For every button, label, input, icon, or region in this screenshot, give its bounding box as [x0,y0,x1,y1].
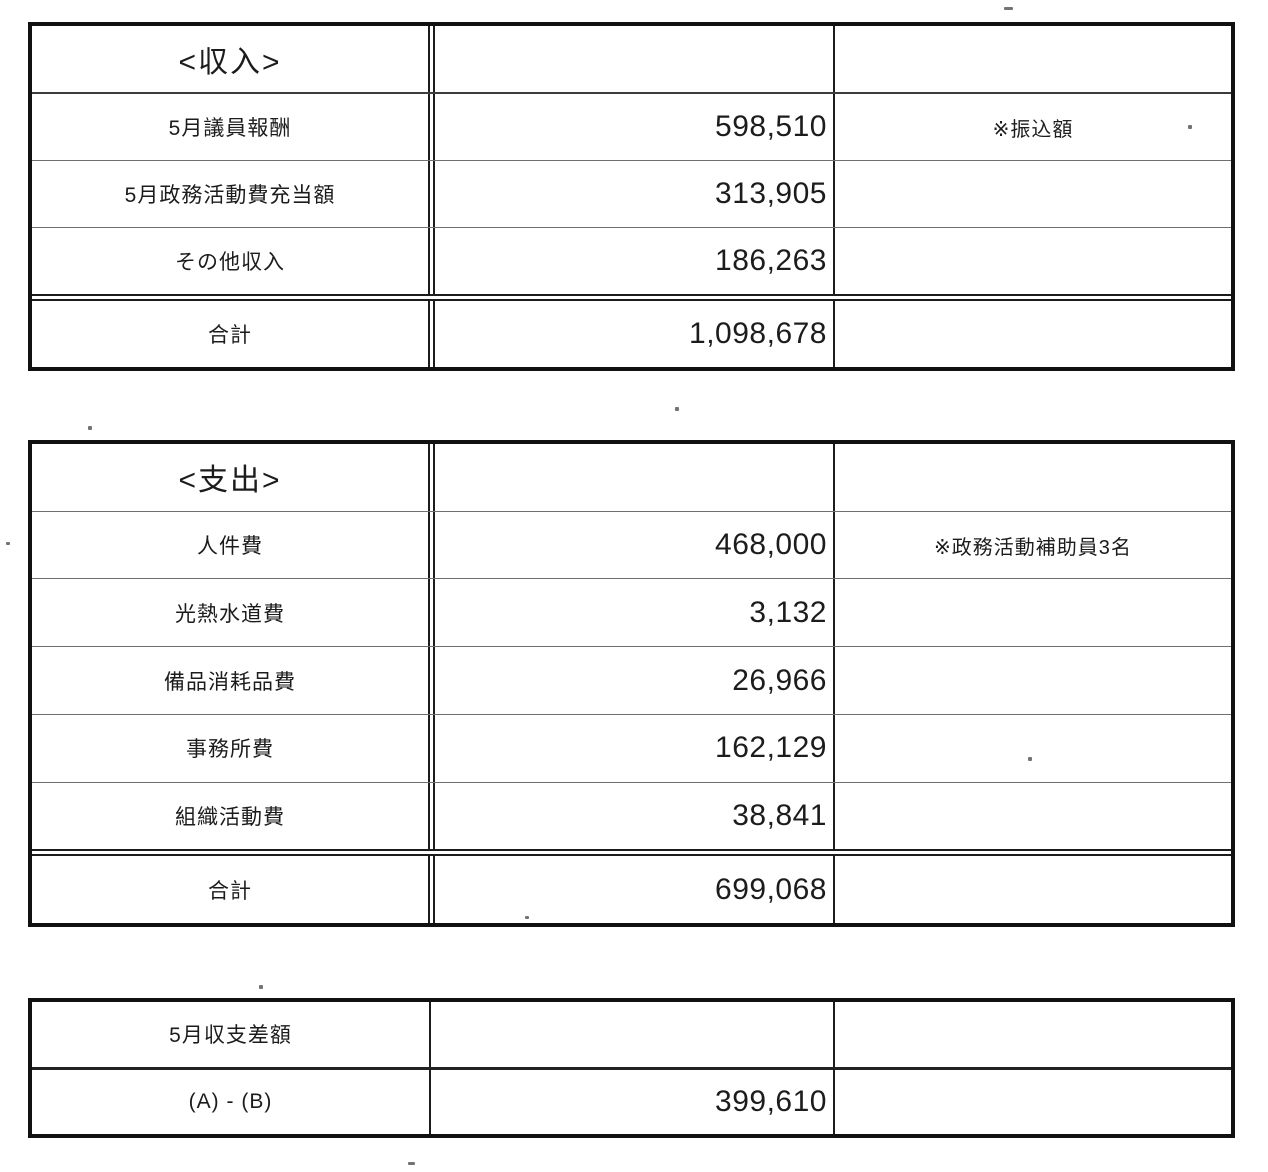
empty-cell [435,26,835,92]
scan-artifact [88,426,92,430]
empty-cell [435,444,835,511]
income-table-title: <収入> [178,46,282,79]
row-note-cell [835,647,1231,714]
row-amount-cell [431,1002,835,1067]
balance-table: 5月収支差額 (A) - (B) 399,610 [28,998,1235,1138]
row-note: ※振込額 [992,118,1074,141]
table-row: 光熱水道費 3,132 [32,578,1231,647]
row-label-cell: 5月収支差額 [32,1002,431,1067]
scan-artifact [1028,757,1032,761]
row-note-cell: ※振込額 [835,94,1231,160]
total-amount-cell: 1,098,678 [435,301,835,367]
row-amount-cell: 598,510 [435,94,835,160]
row-amount: 468,000 [715,528,827,562]
total-label-cell: 合計 [32,856,435,924]
row-label-cell: 5月議員報酬 [32,94,435,160]
income-total-row: 合計 1,098,678 [32,294,1231,367]
row-amount-cell: 162,129 [435,714,835,782]
row-amount: 186,263 [715,244,827,277]
expense-header-cell: <支出> [32,444,435,511]
row-label: その他収入 [175,251,285,274]
income-table: <収入> 5月議員報酬 598,510 ※振込額 5月政務活動費充当額 313,… [28,22,1235,371]
table-row: 5月議員報酬 598,510 ※振込額 [32,92,1231,160]
balance-title-row: 5月収支差額 [32,1002,1231,1067]
total-label: 合計 [208,879,252,903]
row-label: 5月議員報酬 [168,117,292,140]
table-row: その他収入 186,263 [32,227,1231,294]
row-label: 人件費 [197,535,263,559]
total-amount-cell: 699,068 [435,856,835,924]
row-label-cell: 光熱水道費 [32,579,435,647]
row-amount-cell: 3,132 [435,579,835,647]
row-label: 光熱水道費 [175,602,285,626]
row-amount: 38,841 [732,798,827,832]
row-amount: 162,129 [715,731,827,765]
table-row: 組織活動費 38,841 [32,781,1231,850]
row-note-cell [835,228,1231,294]
row-amount: 26,966 [732,663,827,697]
row-label-cell: 組織活動費 [32,782,435,850]
row-label: 備品消耗品費 [164,670,296,694]
expense-header-row: <支出> [32,444,1231,511]
row-label-cell: (A) - (B) [32,1069,431,1134]
row-note-cell [835,1070,1231,1135]
expense-table: <支出> 人件費 468,000 ※政務活動補助員3名 光熱水道費 3,132 [28,440,1235,927]
row-label: 5月政務活動費充当額 [124,184,336,207]
row-label-cell: その他収入 [32,228,435,294]
income-header-cell: <収入> [32,26,435,92]
balance-formula-label: (A) - (B) [188,1089,273,1113]
table-row: 人件費 468,000 ※政務活動補助員3名 [32,510,1231,579]
total-note-cell [835,301,1231,367]
income-header-row: <収入> [32,26,1231,92]
row-amount-cell: 26,966 [435,647,835,714]
expense-table-title: <支出> [178,464,282,498]
row-label-cell: 事務所費 [32,714,435,782]
scan-artifact [408,1162,415,1165]
table-row: 事務所費 162,129 [32,713,1231,782]
total-label: 合計 [208,324,252,347]
total-amount: 1,098,678 [689,317,827,350]
total-amount: 699,068 [715,872,827,906]
total-note-cell [835,856,1231,923]
empty-cell [835,26,1231,92]
balance-amount: 399,610 [715,1084,827,1118]
table-row: 5月政務活動費充当額 313,905 [32,160,1231,227]
row-amount: 313,905 [715,177,827,210]
total-label-cell: 合計 [32,301,435,367]
row-amount: 3,132 [749,595,827,629]
table-row: 備品消耗品費 26,966 [32,646,1231,714]
scan-artifact [259,985,263,989]
row-note: ※政務活動補助員3名 [934,536,1132,559]
row-label: 組織活動費 [175,805,285,829]
row-amount-cell: 468,000 [435,511,835,579]
empty-cell [835,444,1231,511]
row-note-cell [835,579,1231,646]
scan-artifact [1188,125,1192,129]
scan-artifact [675,407,679,411]
scan-artifact [1004,7,1013,10]
row-amount-cell: 186,263 [435,228,835,294]
scan-artifact [525,916,529,919]
row-note-cell [835,783,1231,850]
row-label-cell: 5月政務活動費充当額 [32,161,435,227]
row-label: 事務所費 [186,738,274,762]
row-label-cell: 人件費 [32,511,435,579]
expense-total-row: 合計 699,068 [32,849,1231,924]
balance-title: 5月収支差額 [169,1024,292,1048]
row-amount: 598,510 [715,110,827,143]
row-note-cell: ※政務活動補助員3名 [835,512,1231,579]
balance-result-row: (A) - (B) 399,610 [32,1066,1231,1135]
row-amount-cell: 313,905 [435,161,835,227]
row-amount-cell: 399,610 [431,1069,835,1134]
row-label-cell: 備品消耗品費 [32,647,435,714]
scan-artifact [6,542,10,545]
row-note-cell [835,715,1231,782]
row-note-cell [835,1002,1231,1067]
row-note-cell [835,161,1231,227]
row-amount-cell: 38,841 [435,782,835,850]
